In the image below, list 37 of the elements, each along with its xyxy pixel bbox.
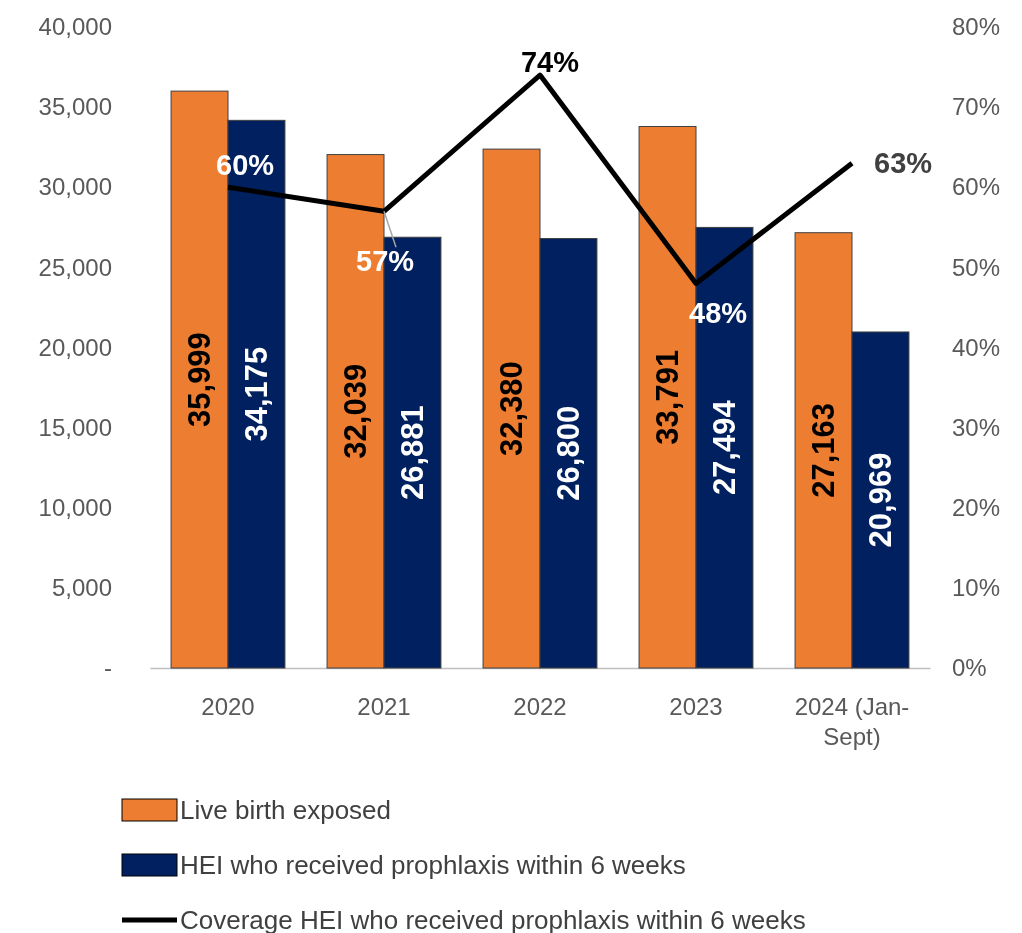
y-tick-label: 10,000 [38, 493, 112, 521]
y2-tick-label: 70% [952, 93, 1001, 121]
x-tick-label: 2020 [201, 693, 255, 721]
data-label: 33,791 [650, 349, 686, 445]
y-tick-label: 5,000 [51, 574, 112, 602]
y-tick-label: 15,000 [38, 413, 112, 441]
y-tick-label: 35,000 [38, 93, 112, 121]
legend-label: HEI who received prophlaxis within 6 weeks [180, 850, 686, 881]
y2-tick-label: 30% [952, 413, 1001, 441]
data-label: 63% [874, 147, 933, 180]
y-tick-label: 20,000 [38, 333, 112, 361]
data-label: 32,039 [338, 363, 374, 459]
data-label: 35,999 [182, 332, 218, 427]
y2-tick-label: 40% [952, 333, 1001, 361]
legend-label: Live birth exposed [180, 795, 392, 826]
data-label: 20,969 [863, 452, 899, 548]
data-label: 74% [520, 46, 580, 79]
y2-tick-label: 10% [952, 574, 1001, 602]
x-tick-label: 2021 [357, 693, 411, 721]
x-tick-label: 2023 [669, 693, 723, 721]
x-tick-label: 2022 [513, 693, 567, 721]
data-label: 26,800 [551, 405, 587, 501]
data-label: 34,175 [239, 346, 275, 442]
data-label: 26,881 [395, 405, 431, 501]
data-label: 32,380 [494, 361, 530, 456]
data-label: 27,163 [806, 402, 842, 498]
y2-tick-label: 80% [952, 13, 1001, 41]
y-tick-label: 40,000 [38, 13, 112, 41]
data-label: 27,494 [707, 399, 743, 496]
y2-tick-label: 20% [952, 493, 1001, 521]
y2-tick-label: 0% [952, 654, 987, 682]
y-tick-label: 25,000 [38, 253, 112, 281]
y2-tick-label: 50% [952, 253, 1001, 281]
y-tick-label: - [104, 654, 112, 682]
y2-tick-label: 60% [952, 173, 1001, 201]
x-tick-label: 2024 (Jan-Sept) [794, 693, 910, 751]
y-tick-label: 30,000 [38, 173, 112, 201]
